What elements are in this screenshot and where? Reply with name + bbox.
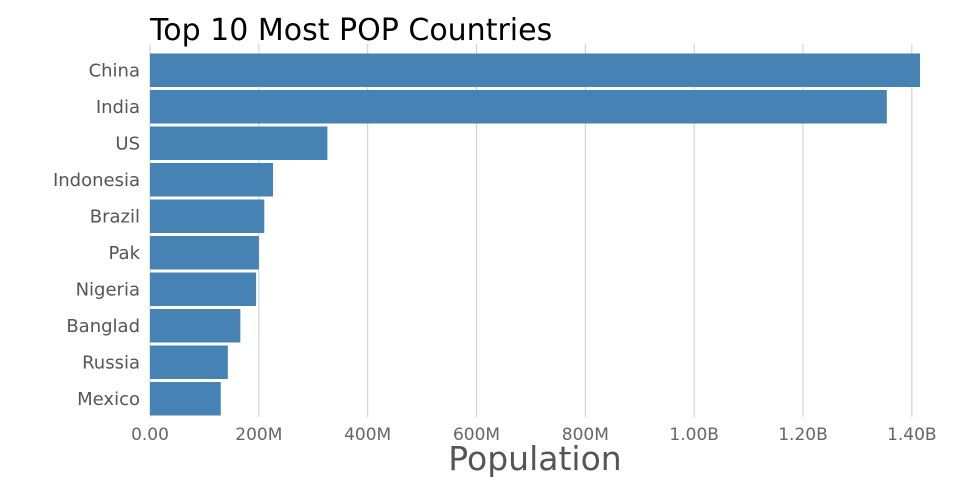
bar-russia [150,345,228,379]
bar-layer [150,53,920,416]
x-tick-label: 800M [562,425,609,445]
bar-indonesia [150,163,273,197]
bar-us [150,126,328,160]
y-tick-label: India [96,97,140,118]
y-tick-label: Indonesia [53,170,140,191]
bar-india [150,90,887,124]
x-tick-label: 1.20B [778,425,828,445]
y-tick-label: Banglad [66,316,140,337]
x-tick-label: 1.40B [887,425,937,445]
x-axis-ticks: 0.00 200M 400M 600M 800M 1.00B 1.20B 1.40B [131,425,937,445]
chart-title: Top 10 Most POP Countries [149,13,552,48]
x-tick-label: 1.00B [669,425,719,445]
bar-brazil [150,199,265,233]
x-tick-label: 200M [235,425,282,445]
bar-banglad [150,309,241,343]
x-tick-label: 0.00 [131,425,169,445]
y-tick-label: Nigeria [76,279,140,300]
x-axis-label: Population [448,439,621,478]
bar-mexico [150,382,221,416]
y-tick-label: Brazil [90,206,140,227]
bar-pak [150,236,259,270]
y-tick-label: China [89,60,140,81]
bar-china [150,53,920,87]
y-tick-label: US [115,133,140,154]
x-tick-label: 400M [344,425,391,445]
bar-nigeria [150,272,257,306]
y-tick-label: Russia [82,352,140,373]
y-tick-label: Pak [109,243,141,264]
x-tick-label: 600M [453,425,500,445]
y-axis-ticks: China India US Indonesia Brazil Pak Nigeria Ban… [53,60,141,410]
y-tick-label: Mexico [77,389,140,410]
